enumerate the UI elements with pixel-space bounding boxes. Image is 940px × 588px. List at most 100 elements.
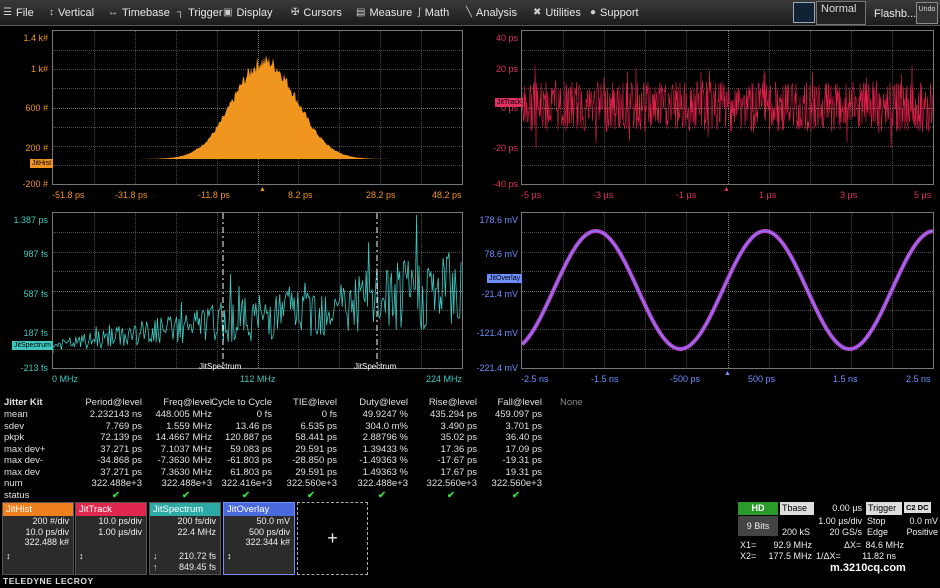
menu-label: Vertical xyxy=(58,7,95,19)
jitter-value: 322.560e+3 xyxy=(286,478,337,489)
cursor-arrow-icon: ↓ xyxy=(153,551,158,561)
grid-line xyxy=(522,88,933,90)
track-y-label: -20 ps xyxy=(492,143,518,153)
g2-trace xyxy=(522,65,933,149)
menu-math[interactable]: ∫ Math xyxy=(418,0,449,26)
status-check-icon: ✔ xyxy=(307,489,315,501)
status-check-icon: ✔ xyxy=(512,489,520,501)
tbase-value: 0.00 µs xyxy=(832,503,862,513)
overlay-grid[interactable] xyxy=(521,212,934,369)
menu-measure[interactable]: ▤ Measure xyxy=(356,0,412,26)
trigger-source-icon: C2 DC xyxy=(904,502,931,513)
status-check-icon: ✔ xyxy=(378,489,386,501)
spectrum-grid[interactable] xyxy=(52,212,463,369)
track-y-label: -40 ps xyxy=(492,179,518,189)
spectrum-y-label: 1.387 ps xyxy=(13,215,48,225)
status-check-icon: ✔ xyxy=(112,489,120,501)
jitter-col-header[interactable]: Duty@level xyxy=(359,397,408,408)
jitter-value: -17.67 ps xyxy=(437,455,477,466)
jitter-row-label: max dev+ xyxy=(4,443,46,455)
menu-trigger[interactable]: ┐ Trigger xyxy=(177,0,223,26)
menu-bar: ☰ File ↕ Vertical ↔ Timebase ┐ Trigger ▣ Display ✠… xyxy=(0,0,940,26)
channel-descriptor-jithist[interactable]: JitHist 200 #/div 10.0 ps/div 322.488 k# ↓ ↑ xyxy=(2,502,74,575)
grid-line xyxy=(522,309,933,311)
menu-support[interactable]: ● Support xyxy=(590,0,639,26)
channel-name: JitHist xyxy=(3,503,73,516)
jitter-row-label: num xyxy=(4,478,23,489)
track-x-label: -1 µs xyxy=(676,190,697,200)
track-grid[interactable] xyxy=(521,30,934,185)
hist-y-label: 600 # xyxy=(25,103,48,113)
jitter-value: 322.488e+3 xyxy=(161,478,212,489)
channel-setting: 50.0 mV xyxy=(256,516,290,526)
menu-display[interactable]: ▣ Display xyxy=(223,0,273,26)
channel-name: JitSpectrum xyxy=(150,503,220,516)
channel-setting: 200 fs/div xyxy=(177,516,216,526)
hist-x-label: -31.8 ps xyxy=(115,190,148,200)
cursor-readout-row: ↓ 210.72 fs xyxy=(150,551,220,562)
cursor-arrow-icon: ↓ xyxy=(6,551,11,561)
grid-line xyxy=(522,290,933,292)
trigger-label: Trigger xyxy=(866,502,902,515)
flashback-button[interactable]: Flashb... xyxy=(874,8,917,20)
jitter-col-header[interactable]: TIE@level xyxy=(293,397,337,408)
menu-analysis[interactable]: ╲ Analysis xyxy=(466,0,517,26)
spectrum-trace-tag[interactable]: JitSpectrum xyxy=(12,341,53,350)
channel-descriptor-jitspectrum[interactable]: JitSpectrum 200 fs/div 22.4 MHz ↓ 210.72 fs ↑… xyxy=(149,502,221,575)
channel-name: JitOverlay xyxy=(224,503,294,516)
trigger-type: Edge xyxy=(867,527,889,537)
timebase-panel[interactable]: HD 9 Bits Tbase 0.00 µs 1.00 µs/div 200 … xyxy=(736,502,940,575)
grid-line xyxy=(53,329,462,331)
hist-trace-tag[interactable]: JitHist xyxy=(30,159,54,168)
jitter-col-header[interactable]: Freq@level xyxy=(163,397,212,408)
jitter-col-header[interactable]: Fall@level xyxy=(497,397,543,408)
grid-line xyxy=(522,271,933,273)
jitter-value: -7.3630 MHz xyxy=(157,455,212,466)
histogram-grid[interactable] xyxy=(52,30,463,185)
cursor-value: 210.72 fs xyxy=(178,551,216,561)
menu-utilities[interactable]: ✖ Utilities xyxy=(533,0,581,26)
channel-descriptor-jitoverlay[interactable]: JitOverlay 50.0 mV 500 ps/div 322.344 k# ↓ ↑ xyxy=(223,502,295,575)
jitter-value: 322.560e+3 xyxy=(426,478,477,489)
add-channel-button[interactable]: + xyxy=(297,502,368,575)
hist-y-label: 1 k# xyxy=(30,64,48,74)
jitter-value: 1.39433 % xyxy=(362,443,408,455)
menu-cursors[interactable]: ✠ Cursors xyxy=(291,0,342,26)
menu-label: File xyxy=(15,7,34,19)
jitter-value: 19.31 ps xyxy=(505,466,542,478)
channel-descriptor-jittrack[interactable]: JitTrack 10.0 ps/div 1.00 µs/div ↓ ↑ xyxy=(75,502,147,575)
jitter-col-header[interactable]: Period@level xyxy=(85,397,142,408)
menu-vertical[interactable]: ↕ Vertical xyxy=(49,0,94,26)
hist-x-label: -51.8 ps xyxy=(52,190,85,200)
display-layout-icon[interactable] xyxy=(793,2,815,23)
menu-file[interactable]: ☰ File xyxy=(3,0,34,26)
channel-setting: 500 ps/div xyxy=(248,526,290,537)
undo-button[interactable]: Undo xyxy=(916,2,938,24)
track-y-label: 40 ps xyxy=(495,33,518,43)
cursor-x2-tag: JitSpectrum xyxy=(354,362,397,371)
menu-math-icon: ∫ xyxy=(418,7,421,18)
cursor-x1-label: X1= xyxy=(740,540,757,550)
trigger-state: Stop xyxy=(867,516,886,526)
overlay-trace-tag[interactable]: JitOverlay xyxy=(487,274,523,283)
trigger-mode-button[interactable]: Normal xyxy=(816,1,866,25)
menu-timebase[interactable]: ↔ Timebase xyxy=(108,0,170,26)
jitter-value: -1.49363 % xyxy=(359,455,408,466)
menu-label: Utilities xyxy=(545,7,581,19)
jitter-value: 37.271 ps xyxy=(100,443,142,455)
cursor-inv-label: 1/ΔX= xyxy=(816,551,841,561)
grid-line xyxy=(53,164,462,166)
cursor-readout-row: ↑ 849.45 fs xyxy=(150,562,220,573)
cursor-dx-value: 84.6 MHz xyxy=(865,540,904,550)
track-trace-tag[interactable]: JitTrack xyxy=(495,98,524,107)
jitter-value: 58.441 ps xyxy=(295,432,337,443)
hist-x-label: -11.8 ps xyxy=(198,190,230,200)
jitter-value: 29.591 ps xyxy=(295,466,337,478)
jitter-col-header[interactable]: Cycle to Cycle xyxy=(211,397,272,408)
jitter-value: 322.416e+3 xyxy=(221,478,272,489)
status-check-icon: ✔ xyxy=(242,489,250,501)
jitter-col-header[interactable]: Rise@level xyxy=(428,397,477,408)
jitter-value: 304.0 m% xyxy=(365,420,408,432)
menu-vertical-icon: ↕ xyxy=(49,7,54,18)
jitter-value: 7.1037 MHz xyxy=(160,443,212,455)
